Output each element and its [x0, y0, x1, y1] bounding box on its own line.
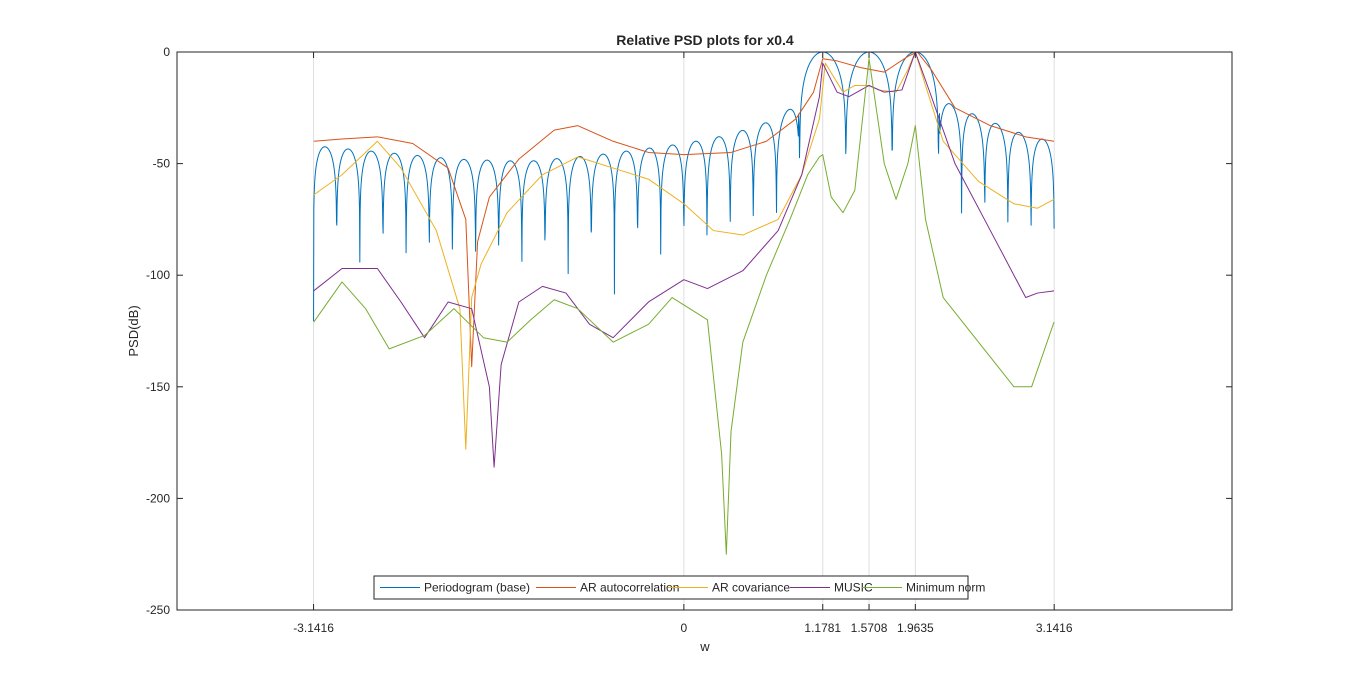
axes-box	[176, 51, 1233, 611]
legend: Periodogram (base) AR autocorrelation AR c…	[373, 575, 985, 600]
series-line-1	[313, 51, 1055, 368]
plot-area	[177, 52, 1232, 610]
y-tick-label: -250	[146, 603, 170, 617]
x-tick-label: 1.5708	[851, 621, 888, 635]
legend-label: AR covariance	[712, 581, 790, 595]
legend-label: AR autocorrelation	[580, 581, 679, 595]
legend-label: MUSIC	[834, 581, 873, 595]
series-line-2	[313, 51, 1055, 450]
y-axis-label: PSD(dB)	[126, 305, 141, 356]
series-layer	[313, 51, 1055, 555]
x-tick-label: -3.1416	[293, 621, 334, 635]
x-tick-label: 0	[681, 621, 688, 635]
legend-label: Minimum norm	[906, 581, 985, 595]
tick-labels: -3.1416 0 1.1781 1.5708 1.9635 3.1416 -250 -200…	[146, 45, 1073, 635]
x-tick-label: 1.1781	[804, 621, 841, 635]
x-tick-label: 1.9635	[897, 621, 934, 635]
series-line-3	[313, 51, 1055, 468]
y-tick-label: -150	[146, 380, 170, 394]
y-tick-label: 0	[163, 45, 170, 59]
grid-lines	[313, 52, 1055, 610]
legend-label: Periodogram (base)	[424, 581, 530, 595]
x-tick-label: 3.1416	[1036, 621, 1073, 635]
y-tick-label: -100	[146, 268, 170, 282]
y-tick-label: -50	[153, 157, 171, 171]
y-tick-label: -200	[146, 491, 170, 505]
chart-title: Relative PSD plots for x0.4	[616, 32, 794, 48]
series-line-4	[313, 58, 1055, 555]
tick-marks	[177, 51, 1232, 611]
x-axis-label: w	[699, 639, 710, 654]
